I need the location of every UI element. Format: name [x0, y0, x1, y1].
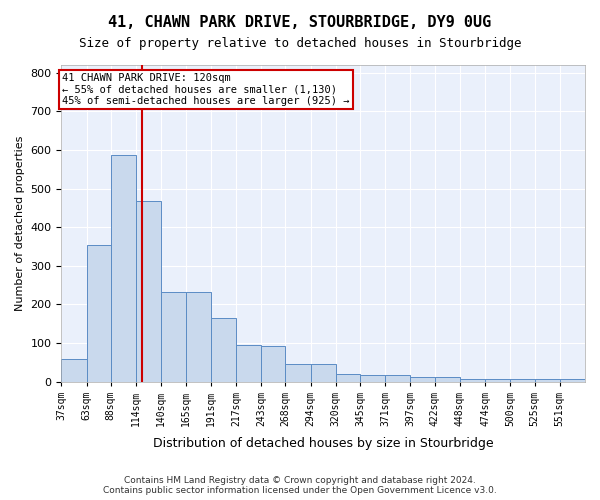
- Bar: [485, 380, 511, 382]
- Text: Size of property relative to detached houses in Stourbridge: Size of property relative to detached ho…: [79, 38, 521, 51]
- Text: 41 CHAWN PARK DRIVE: 120sqm
← 55% of detached houses are smaller (1,130)
45% of : 41 CHAWN PARK DRIVE: 120sqm ← 55% of det…: [62, 73, 350, 106]
- Bar: [511, 380, 535, 382]
- Bar: [161, 292, 185, 382]
- Bar: [111, 154, 136, 382]
- Bar: [460, 380, 485, 382]
- Bar: [61, 359, 86, 382]
- Bar: [410, 376, 435, 382]
- Bar: [560, 380, 585, 382]
- Bar: [286, 364, 311, 382]
- Bar: [236, 345, 261, 382]
- Text: Contains HM Land Registry data © Crown copyright and database right 2024.
Contai: Contains HM Land Registry data © Crown c…: [103, 476, 497, 495]
- Bar: [136, 202, 161, 382]
- Bar: [435, 376, 460, 382]
- X-axis label: Distribution of detached houses by size in Stourbridge: Distribution of detached houses by size …: [153, 437, 494, 450]
- Bar: [336, 374, 360, 382]
- Bar: [185, 292, 211, 382]
- Bar: [360, 374, 385, 382]
- Bar: [211, 318, 236, 382]
- Bar: [311, 364, 336, 382]
- Bar: [385, 374, 410, 382]
- Bar: [261, 346, 286, 382]
- Bar: [535, 380, 560, 382]
- Bar: [86, 244, 111, 382]
- Y-axis label: Number of detached properties: Number of detached properties: [15, 136, 25, 311]
- Text: 41, CHAWN PARK DRIVE, STOURBRIDGE, DY9 0UG: 41, CHAWN PARK DRIVE, STOURBRIDGE, DY9 0…: [109, 15, 491, 30]
